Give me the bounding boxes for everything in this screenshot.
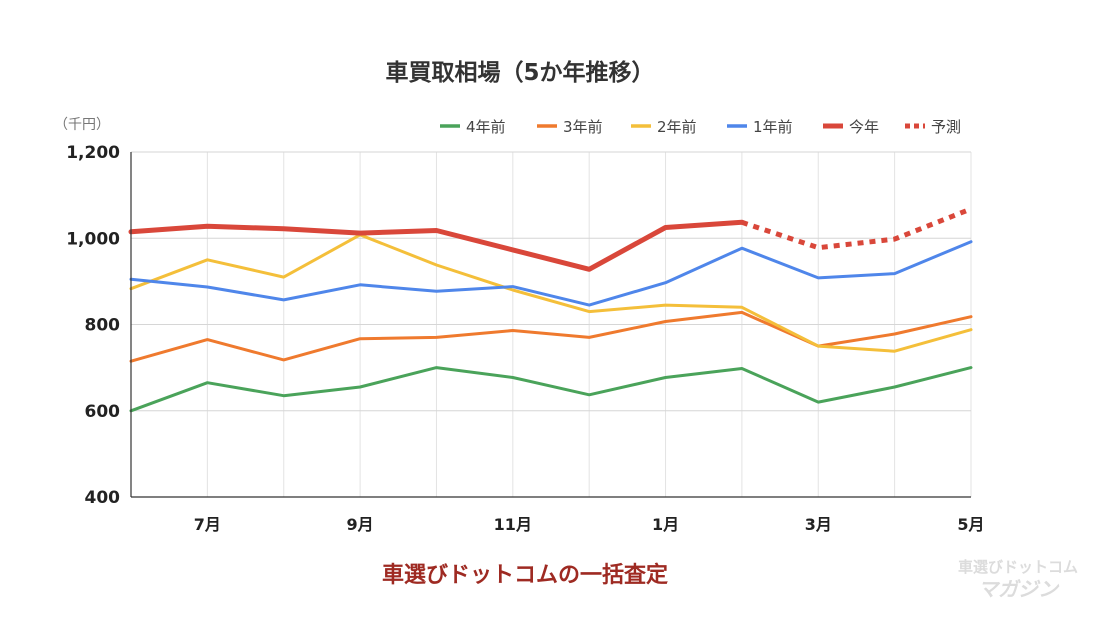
legend: 4年前 3年前 2年前 1年前 今年 予測 (440, 118, 961, 136)
x-tick-label: 1月 (652, 515, 679, 534)
watermark-line2: マガジン (978, 577, 1060, 601)
series-line-4 (129, 240, 973, 307)
y-tick-label: 600 (85, 402, 121, 422)
chart-title: 車買取相場（5か年推移） (385, 59, 654, 86)
x-tick-label: 7月 (194, 515, 221, 534)
legend-label: 1年前 (753, 118, 793, 136)
y-tick-label: 1,000 (66, 229, 120, 249)
legend-label: 4年前 (466, 118, 506, 136)
legend-label: 3年前 (563, 118, 603, 136)
series-line-1 (129, 366, 973, 413)
series-line-5 (128, 219, 745, 272)
grid-layer (130, 151, 972, 498)
x-tick-label: 5月 (957, 515, 984, 534)
series-line-6 (741, 206, 972, 251)
series-layer (128, 206, 973, 413)
y-unit-label: （千円） (54, 117, 110, 133)
y-tick-label: 400 (85, 488, 121, 508)
y-tick-label: 800 (85, 316, 121, 336)
footer-caption: 車選びドットコムの一括査定 (382, 562, 668, 588)
x-tick-label: 9月 (347, 515, 374, 534)
y-tick-label: 1,200 (66, 143, 120, 163)
legend-label: 2年前 (657, 118, 697, 136)
x-tick-label: 3月 (805, 515, 832, 534)
axis-layer: 400 600 800 1,000 1,200 7月 9月 11月 1月 3月 5月 (66, 143, 984, 534)
watermark-line1: 車選びドットコム (958, 558, 1078, 576)
watermark-logo: 車選びドットコム マガジン (958, 558, 1078, 601)
x-tick-label: 11月 (494, 515, 532, 534)
series-line-3 (129, 233, 973, 353)
legend-label: 予測 (931, 118, 961, 136)
legend-label: 今年 (849, 118, 879, 136)
series-line-2 (129, 310, 973, 363)
